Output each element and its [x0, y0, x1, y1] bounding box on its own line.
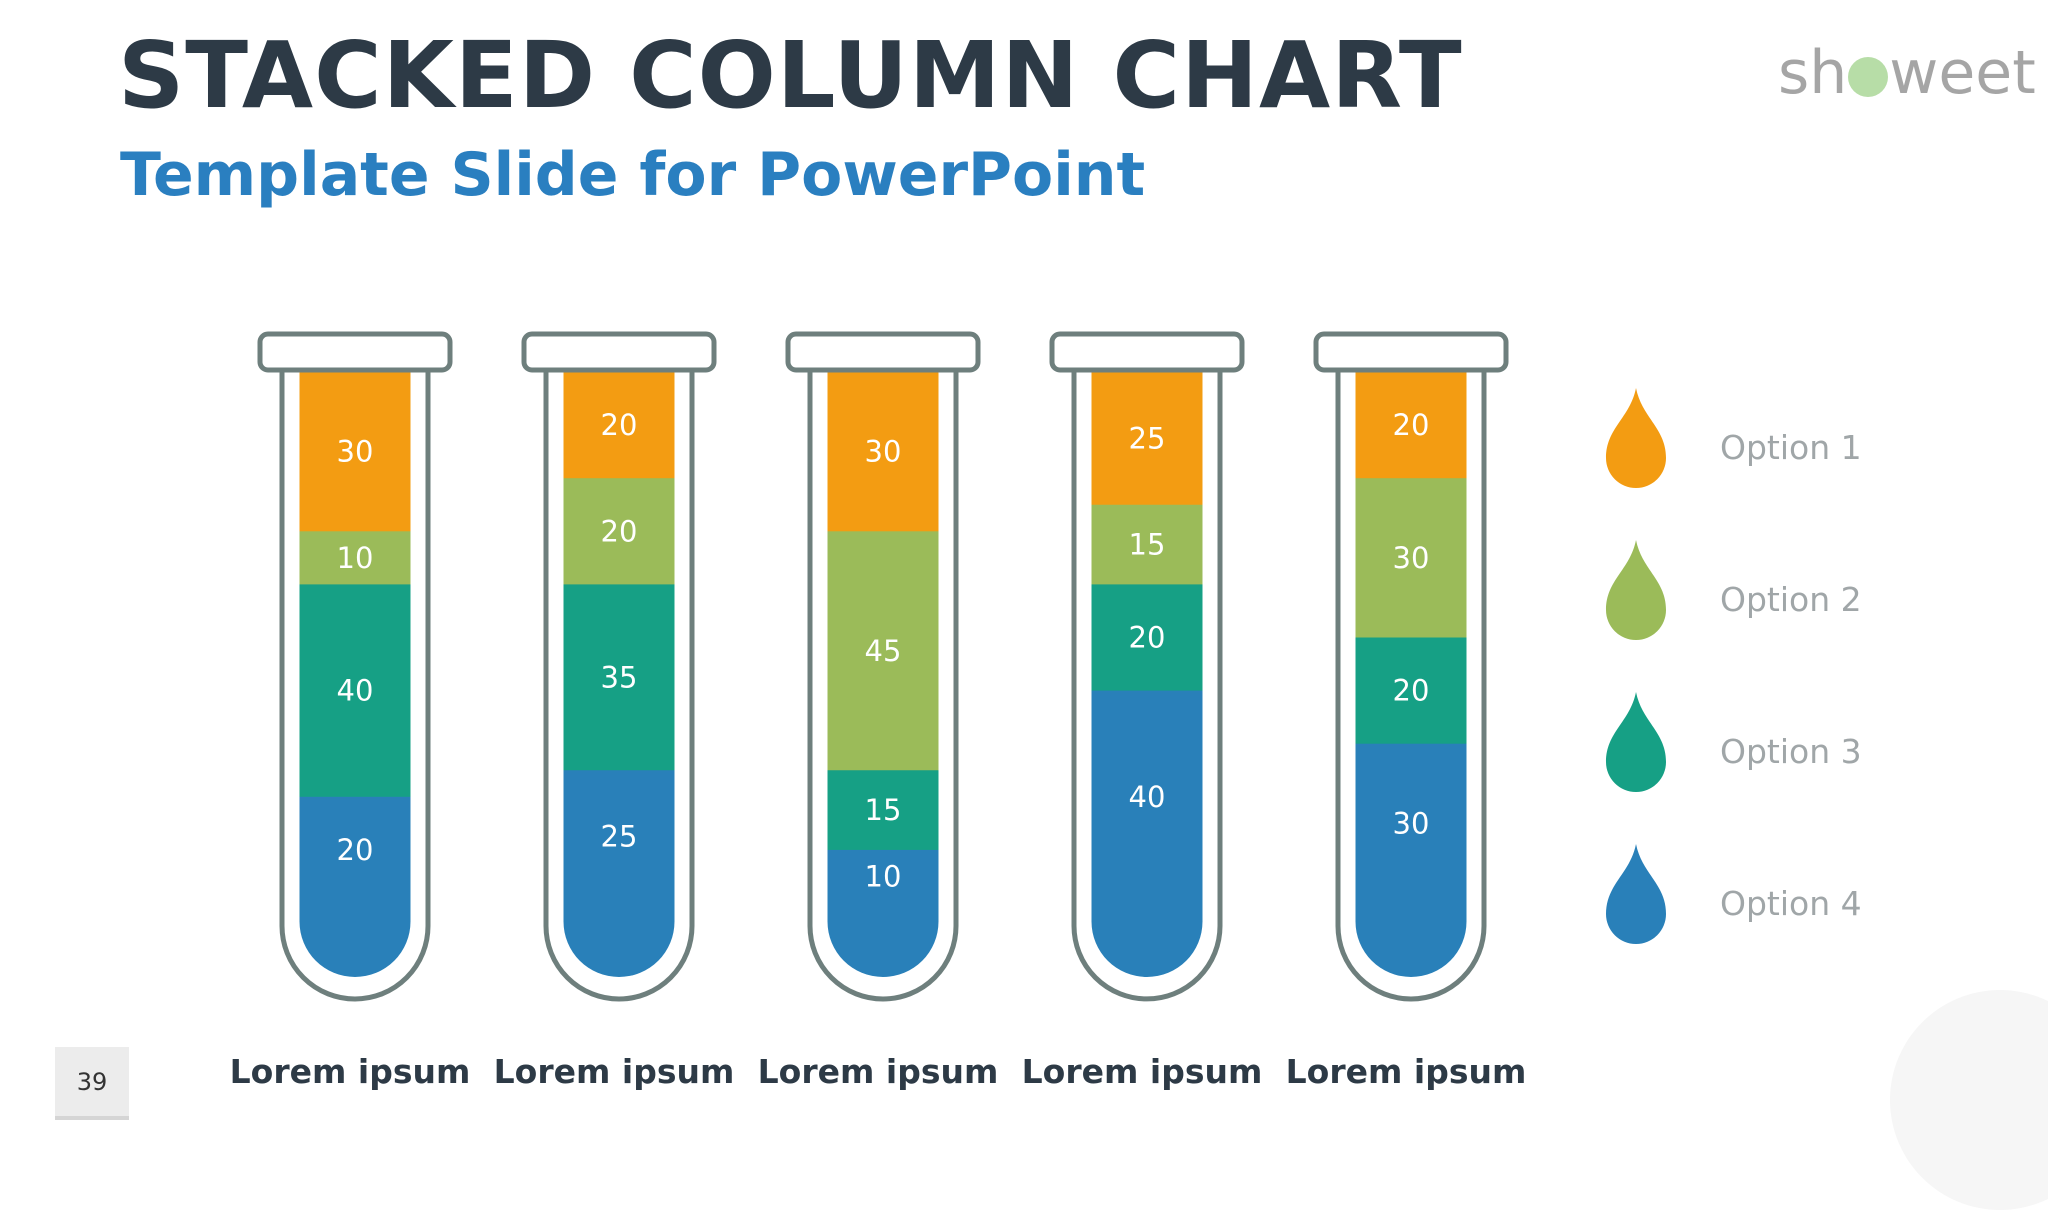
- legend-item: Option 2: [1606, 540, 1862, 640]
- legend-label: Option 2: [1720, 580, 1862, 619]
- bar-segment: [1355, 478, 1467, 638]
- data-label: 20: [1129, 621, 1166, 655]
- test-tube-column: 30 10 40 20 Lorem ipsum: [230, 331, 471, 1091]
- data-label: 20: [337, 833, 374, 867]
- legend-item: Option 1: [1606, 388, 1862, 488]
- bar-segment: [299, 584, 411, 798]
- data-label: 10: [865, 859, 902, 893]
- data-label: 20: [601, 408, 638, 442]
- bar-segment: [1355, 372, 1467, 479]
- bar-segment: [563, 372, 675, 479]
- test-tube-column: 20 20 35 25 Lorem ipsum: [494, 331, 735, 1091]
- data-label: 20: [1393, 408, 1430, 442]
- test-tube-column: 20 30 20 30 Lorem ipsum: [1286, 331, 1527, 1091]
- legend-drop-icon: [1606, 692, 1666, 792]
- data-label: 10: [337, 541, 374, 575]
- bar-segment: [1091, 372, 1203, 506]
- legend-drop-icon: [1606, 540, 1666, 640]
- test-tube-outline: [1071, 370, 1223, 1002]
- bar-segment: [1091, 584, 1203, 692]
- bar-segment: [1091, 504, 1203, 585]
- category-label: Lorem ipsum: [494, 1052, 735, 1091]
- data-label: 40: [1129, 780, 1166, 814]
- data-label: 40: [337, 674, 374, 708]
- data-label: 15: [1129, 528, 1166, 562]
- page-number: 39: [55, 1047, 129, 1120]
- test-tube-rim: [785, 331, 981, 373]
- bar-segment: [563, 478, 675, 585]
- test-tube-rim: [1049, 331, 1245, 373]
- page-title: STACKED COLUMN CHART: [118, 22, 1463, 129]
- tube-fill: [563, 372, 675, 977]
- test-tube-rim: [521, 331, 717, 373]
- data-label: 30: [1393, 806, 1430, 840]
- data-label: 15: [865, 793, 902, 827]
- bar-segment: [1355, 743, 1467, 977]
- bar-segment: [827, 372, 939, 532]
- legend-item: Option 4: [1606, 844, 1862, 944]
- test-tube-column: 30 45 15 10 Lorem ipsum: [758, 331, 999, 1091]
- tube-fill: [827, 372, 939, 977]
- category-label: Lorem ipsum: [230, 1052, 471, 1091]
- test-tube-outline: [543, 370, 695, 1002]
- bar-segment: [1355, 637, 1467, 745]
- data-label: 30: [1393, 541, 1430, 575]
- test-tube-outline: [1335, 370, 1487, 1002]
- legend-label: Option 1: [1720, 428, 1862, 467]
- data-label: 30: [337, 435, 374, 469]
- data-label: 30: [865, 435, 902, 469]
- data-label: 45: [865, 634, 902, 668]
- test-tube-column: 25 15 20 40 Lorem ipsum: [1022, 331, 1263, 1091]
- test-tube-rim: [257, 331, 453, 373]
- data-label: 20: [1393, 674, 1430, 708]
- data-label: 20: [601, 514, 638, 548]
- category-label: Lorem ipsum: [758, 1052, 999, 1091]
- legend-label: Option 3: [1720, 732, 1862, 771]
- bar-segment: [827, 849, 939, 977]
- showeet-logo: sh weet: [1778, 38, 2036, 108]
- test-tube-outline: [279, 370, 431, 1002]
- tube-fill: [299, 372, 411, 977]
- page-subtitle: Template Slide for PowerPoint: [120, 140, 1146, 210]
- bar-segment: [563, 770, 675, 977]
- bar-segment: [299, 372, 411, 532]
- category-label: Lorem ipsum: [1022, 1052, 1263, 1091]
- category-label: Lorem ipsum: [1286, 1052, 1527, 1091]
- test-tube-rim: [1313, 331, 1509, 373]
- bar-segment: [299, 796, 411, 977]
- data-label: 25: [1129, 421, 1166, 455]
- data-label: 25: [601, 820, 638, 854]
- legend-drop-icon: [1606, 844, 1666, 944]
- bar-segment: [1091, 690, 1203, 977]
- legend-item: Option 3: [1606, 692, 1862, 792]
- bar-segment: [827, 770, 939, 851]
- bar-segment: [299, 531, 411, 585]
- bar-segment: [827, 531, 939, 771]
- tube-fill: [1355, 372, 1467, 977]
- test-tube-outline: [807, 370, 959, 1002]
- legend-label: Option 4: [1720, 884, 1862, 923]
- legend-drop-icon: [1606, 388, 1666, 488]
- bar-segment: [563, 584, 675, 771]
- tube-fill: [1091, 372, 1203, 977]
- data-label: 35: [601, 660, 638, 694]
